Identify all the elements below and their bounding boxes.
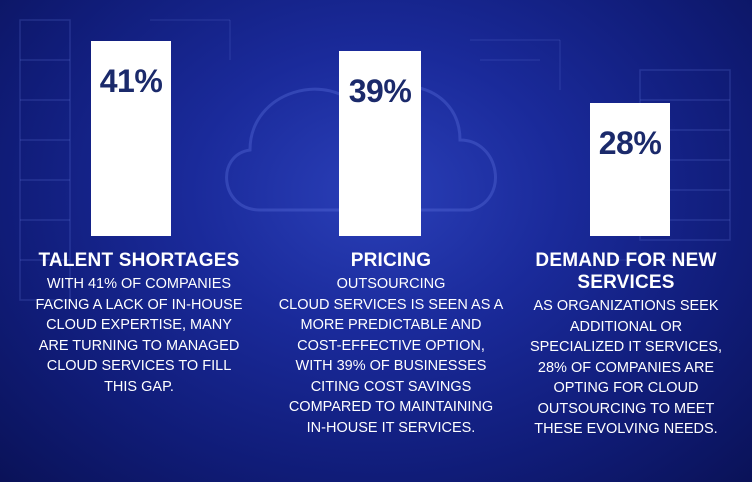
column-talent-shortages: TALENT SHORTAGES WITH 41% OF COMPANIES F…: [24, 250, 254, 397]
cloud-outline-decoration: [225, 84, 497, 212]
bar-value-label: 28%: [598, 125, 662, 161]
bar-value-label: 39%: [348, 73, 412, 109]
column-description: OUTSOURCING CLOUD SERVICES IS SEEN AS A …: [278, 276, 504, 436]
bar-value-label: 41%: [99, 63, 163, 99]
column-description: WITH 41% OF COMPANIES FACING A LACK OF I…: [35, 276, 243, 395]
column-title: PRICING: [350, 250, 432, 271]
column-description: AS ORGANIZATIONS SEEK ADDITIONAL OR SPEC…: [529, 298, 723, 437]
circuit-lines-decoration: [150, 19, 700, 261]
bar-1: 41%: [91, 41, 171, 236]
column-title: DEMAND FOR NEW SERVICES: [535, 250, 717, 293]
bar-2: 39%: [339, 51, 421, 236]
column-demand-for-new-services: DEMAND FOR NEW SERVICES AS ORGANIZATIONS…: [508, 250, 744, 440]
bar-3: 28%: [590, 103, 670, 236]
column-title: TALENT SHORTAGES: [38, 250, 240, 271]
column-pricing: PRICING OUTSOURCING CLOUD SERVICES IS SE…: [268, 250, 514, 438]
